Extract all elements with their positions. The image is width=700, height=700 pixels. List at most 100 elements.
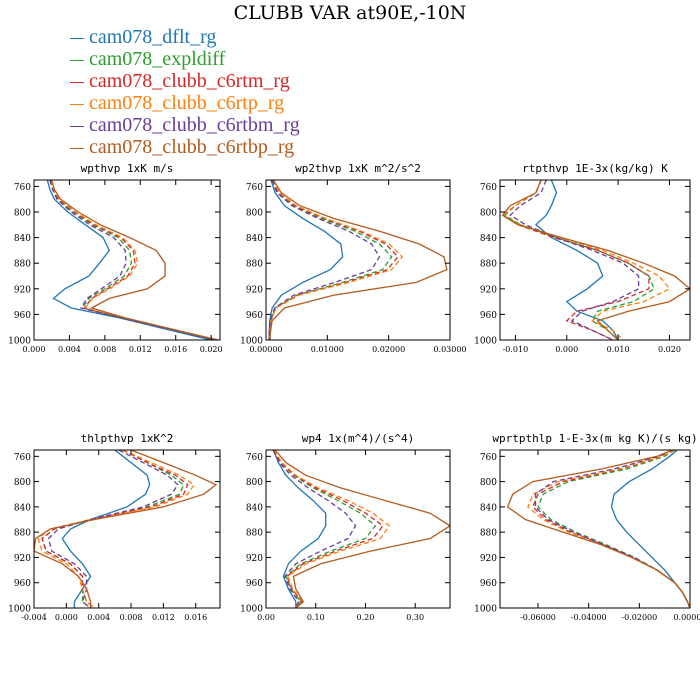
y-tick-label: 800 xyxy=(14,478,31,488)
y-tick-label: 880 xyxy=(246,529,263,539)
series-line xyxy=(49,180,216,340)
x-tick-label: 0.10 xyxy=(307,613,325,622)
x-tick-label: 0.008 xyxy=(93,345,116,354)
series-line xyxy=(268,180,381,340)
y-tick-label: 840 xyxy=(480,234,497,244)
y-tick-label: 960 xyxy=(14,311,31,321)
x-tick-label: 0.000 xyxy=(23,345,46,354)
y-tick-label: 1000 xyxy=(240,605,263,615)
series-line xyxy=(268,180,344,340)
x-tick-label: 0.020 xyxy=(200,345,223,354)
y-tick-label: 760 xyxy=(246,183,263,193)
y-tick-label: 920 xyxy=(480,554,497,564)
y-tick-label: 840 xyxy=(246,503,263,513)
legend-swatch xyxy=(70,81,84,84)
legend-label: cam078_clubb_c6rtbm_rg xyxy=(89,114,300,136)
series-line xyxy=(51,180,219,340)
y-tick-label: 800 xyxy=(14,209,31,219)
plot-frame xyxy=(265,449,451,609)
x-tick-label: -0.06000 xyxy=(520,613,556,622)
series-group xyxy=(506,450,690,608)
series-line xyxy=(272,450,327,608)
x-tick-label: 0.20 xyxy=(357,613,375,622)
legend-label: cam078_expldiff xyxy=(89,48,226,70)
panel-title: wprtpthlp 1-E-3x(m kg K)/(s kg) xyxy=(492,432,697,445)
x-tick-label: 0.012 xyxy=(129,345,152,354)
y-tick-label: 760 xyxy=(14,453,31,463)
y-tick-label: 880 xyxy=(246,260,263,270)
x-tick-label: -0.010 xyxy=(503,345,529,354)
y-tick-label: 920 xyxy=(246,554,263,564)
x-tick-label: 0.000 xyxy=(55,613,78,622)
figure-title: CLUBB VAR at90E,-10N xyxy=(233,2,467,24)
x-tick-label: 0.01000 xyxy=(311,345,344,354)
y-tick-label: 960 xyxy=(246,579,263,589)
y-tick-label: 1000 xyxy=(474,337,497,347)
series-line xyxy=(272,450,357,608)
y-tick-label: 800 xyxy=(246,209,263,219)
series-group xyxy=(268,180,448,340)
y-tick-label: 840 xyxy=(480,503,497,513)
chart-panel: wprtpthlp 1-E-3x(m kg K)/(s kg) 760 800 840… xyxy=(474,432,700,622)
x-tick-label: 0.004 xyxy=(58,345,81,354)
series-line xyxy=(269,180,393,340)
chart-panel: rtpthvp 1E-3x(kg/kg) K 760 800 840 880 920 960… xyxy=(474,162,691,354)
chart-panel: wp2thvp 1xK m^2/s^2 760 800 840 880 920 960 100… xyxy=(240,162,466,354)
legend-label: cam078_clubb_c6rtp_rg xyxy=(89,92,285,114)
y-tick-label: 840 xyxy=(14,503,31,513)
series-line xyxy=(37,450,196,608)
series-line xyxy=(34,450,218,608)
series-group xyxy=(46,180,219,340)
plot-frame xyxy=(499,179,691,341)
series-line xyxy=(504,180,655,340)
panel-title: wpthvp 1xK m/s xyxy=(81,162,174,175)
series-group xyxy=(34,450,218,608)
series-line xyxy=(509,180,640,340)
series-line xyxy=(532,450,690,608)
chart-panel: wp4 1x(m^4)/(s^4)76080084088092096010000… xyxy=(240,432,451,622)
y-tick-label: 760 xyxy=(246,453,263,463)
x-tick-label: 0.004 xyxy=(87,613,110,622)
y-tick-label: 1000 xyxy=(8,605,31,615)
legend-item: cam078_expldiff xyxy=(70,48,300,70)
y-tick-label: 840 xyxy=(246,234,263,244)
panel-title: wp4 1x(m^4)/(s^4) xyxy=(302,432,415,445)
y-tick-label: 920 xyxy=(14,554,31,564)
series-line xyxy=(273,450,391,608)
series-line xyxy=(501,180,671,340)
legend-swatch xyxy=(70,103,84,106)
x-tick-label: 0.010 xyxy=(607,345,630,354)
legend-swatch xyxy=(70,125,84,128)
y-tick-label: 960 xyxy=(246,311,263,321)
y-tick-label: 920 xyxy=(480,285,497,295)
panel-title: rtpthvp 1E-3x(kg/kg) K xyxy=(522,162,668,175)
series-line xyxy=(41,450,189,608)
series-line xyxy=(269,180,399,340)
chart-panel: wpthvp 1xK m/s76080084088092096010000.00… xyxy=(8,162,223,354)
x-tick-label: 0.008 xyxy=(120,613,143,622)
y-tick-label: 880 xyxy=(480,260,497,270)
x-tick-label: -0.04000 xyxy=(571,613,607,622)
y-tick-label: 800 xyxy=(480,478,497,488)
y-tick-label: 840 xyxy=(14,234,31,244)
x-tick-label: -0.02000 xyxy=(621,613,657,622)
y-tick-label: 920 xyxy=(14,285,31,295)
series-line xyxy=(501,180,690,340)
legend-swatch xyxy=(70,59,84,62)
series-line xyxy=(610,450,690,608)
x-tick-label: 0.00000 xyxy=(673,613,700,622)
series-line xyxy=(41,450,185,608)
y-tick-label: 880 xyxy=(480,529,497,539)
x-tick-label: 0.016 xyxy=(184,613,207,622)
legend-label: cam078_clubb_c6rtbp_rg xyxy=(89,136,295,158)
legend-label: cam078_clubb_c6rtm_rg xyxy=(89,70,290,92)
series-line xyxy=(61,450,151,608)
legend-item: cam078_dflt_rg xyxy=(70,26,300,48)
legend-item: cam078_clubb_c6rtbm_rg xyxy=(70,114,300,136)
chart-panel: thlpthvp 1xK^2 760 800 840 880 920 960 1000-0.0… xyxy=(8,432,221,622)
series-group xyxy=(272,450,450,608)
legend: cam078_dflt_rg cam078_expldiff cam078_cl… xyxy=(70,26,300,158)
series-line xyxy=(269,180,448,340)
y-tick-label: 880 xyxy=(14,260,31,270)
series-line xyxy=(46,180,212,340)
